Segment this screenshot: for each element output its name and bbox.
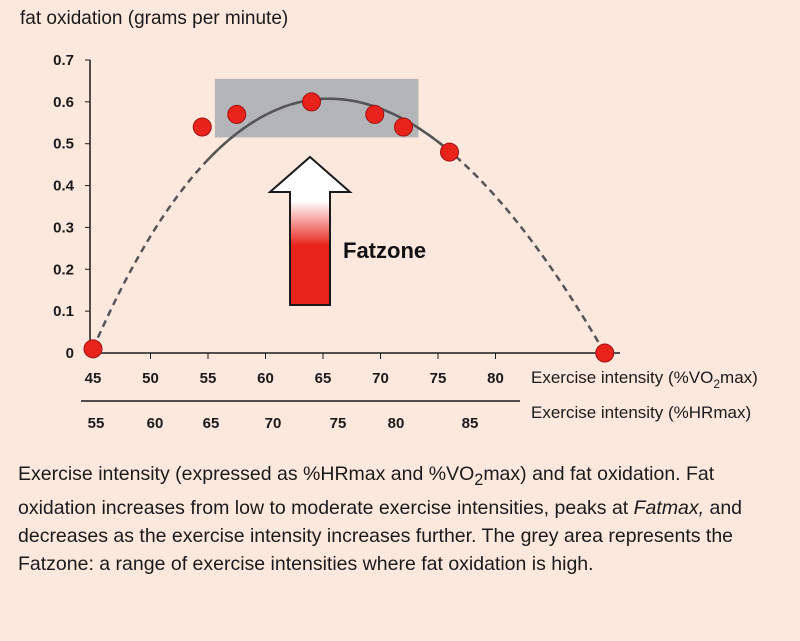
y-tick-label: 0.1 <box>53 303 74 320</box>
x-tick-label: 55 <box>200 370 217 387</box>
x-tick-label: 45 <box>85 370 102 387</box>
x2-axis-label: Exercise intensity (%HRmax) <box>531 403 751 422</box>
caption-italic: Fatmax, <box>633 496 705 519</box>
y-tick-label: 0.3 <box>53 219 74 236</box>
x-tick-label: 75 <box>430 370 447 387</box>
x-tick-label: 80 <box>487 370 504 387</box>
y-tick-label: 0.6 <box>53 94 74 111</box>
x2-tick-label: 70 <box>265 415 282 432</box>
y-tick-label: 0 <box>66 345 74 362</box>
y-tick-label: 0.2 <box>53 261 74 278</box>
caption: Exercise intensity (expressed as %HRmax … <box>18 460 788 578</box>
x2-tick-label: 75 <box>330 415 347 432</box>
caption-sub: 2 <box>474 470 484 489</box>
chart: 0 0.1 0.2 0.3 0.4 0.5 0.6 0.7 45 50 55 60 65 70 75 80 55… <box>53 52 758 432</box>
caption-part2: max) and fat oxidation. Fat oxidation in… <box>18 463 715 519</box>
data-point <box>192 117 212 137</box>
x-tick-label: 50 <box>142 370 159 387</box>
x2-tick-label: 60 <box>147 415 164 432</box>
data-point <box>83 339 103 359</box>
y-tick-label: 0.5 <box>53 136 74 153</box>
x-tick-label: 65 <box>315 370 332 387</box>
y-axis-title: fat oxidation (grams per minute) <box>20 8 289 29</box>
x2-tick-label: 80 <box>388 415 405 432</box>
x-tick-label: 60 <box>257 370 274 387</box>
up-arrow-icon <box>267 155 353 306</box>
data-point <box>595 343 615 363</box>
y-tick-label: 0.7 <box>53 52 74 69</box>
caption-part3: and decreases as the exercise intensity … <box>18 496 743 575</box>
data-point <box>440 142 459 162</box>
data-point <box>302 92 321 112</box>
data-point <box>227 104 247 124</box>
x-axis-label: Exercise intensity (%VO2max) <box>531 368 758 391</box>
data-point <box>394 117 413 137</box>
y-tick-label: 0.4 <box>53 178 75 195</box>
x2-tick-label: 55 <box>88 415 105 432</box>
x2-tick-label: 85 <box>462 415 479 432</box>
x2-tick-label: 65 <box>203 415 220 432</box>
data-point <box>365 104 385 124</box>
x-tick-label: 70 <box>372 370 389 387</box>
fatzone-label: Fatzone <box>343 238 426 263</box>
caption-part1: Exercise intensity (expressed as %HRmax … <box>18 463 475 485</box>
